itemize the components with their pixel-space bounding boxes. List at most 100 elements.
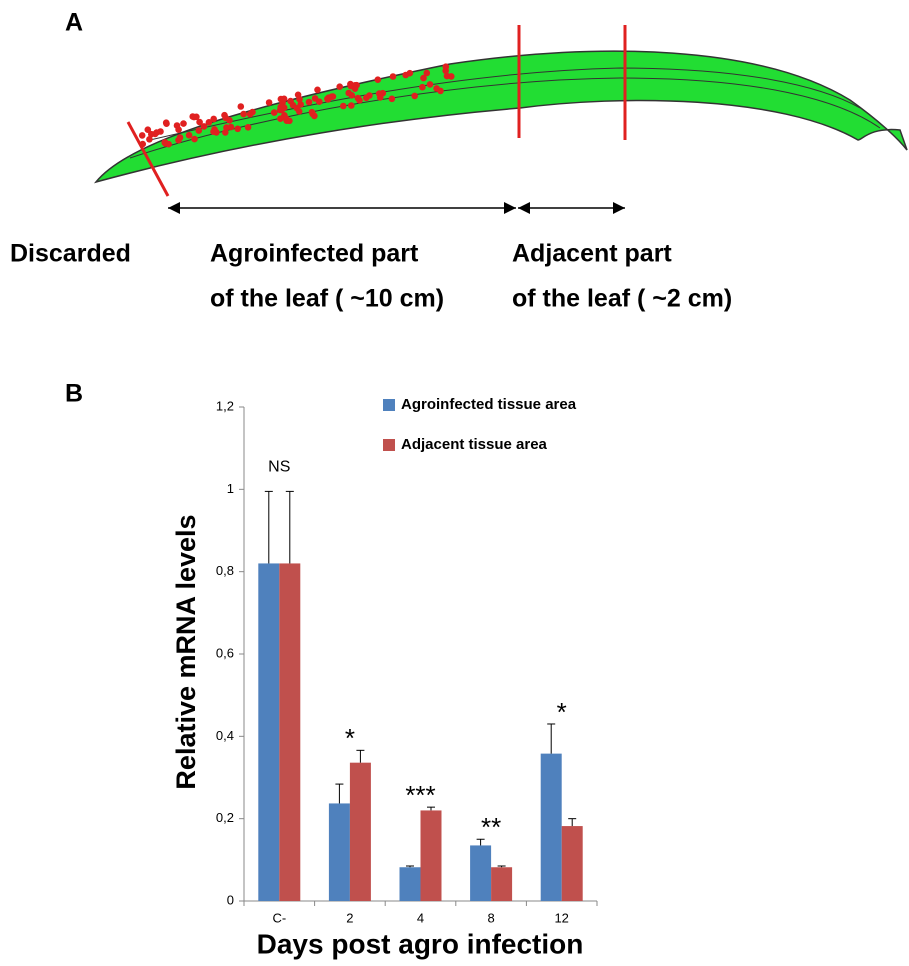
- legend-label: Adjacent tissue area: [401, 436, 548, 453]
- infection-dots: [138, 63, 455, 148]
- region-label: of the leaf ( ~2 cm): [512, 285, 732, 313]
- significance-label: *: [345, 723, 355, 753]
- legend-swatch: [383, 439, 395, 451]
- leaf: [93, 50, 908, 184]
- legend-label: Agroinfected tissue area: [401, 396, 577, 413]
- bar: [399, 867, 421, 901]
- infection-dot: [240, 110, 247, 118]
- infection-dot: [196, 118, 203, 126]
- infection-dot: [195, 127, 203, 134]
- infection-dot: [314, 86, 321, 94]
- significance-label: *: [557, 697, 567, 727]
- infection-dot: [419, 83, 426, 91]
- significance-label: NS: [268, 459, 290, 476]
- infection-dot: [311, 112, 318, 120]
- infection-dot: [353, 81, 360, 89]
- bar: [470, 845, 492, 901]
- bar: [258, 563, 280, 901]
- infection-dot: [161, 139, 168, 146]
- x-tick-label: 8: [487, 910, 494, 925]
- infection-dot: [366, 92, 373, 99]
- infection-dot: [328, 93, 336, 100]
- infection-dot: [348, 102, 355, 109]
- infection-dot: [289, 101, 297, 109]
- infection-dot: [442, 67, 450, 75]
- infection-dot: [222, 114, 229, 122]
- infection-dot: [246, 110, 254, 118]
- infection-dot: [210, 115, 217, 123]
- significance-label: **: [481, 812, 501, 842]
- infection-dot: [234, 125, 241, 133]
- infection-dot: [200, 123, 208, 130]
- infection-dot: [297, 101, 305, 108]
- x-tick-label: 2: [346, 910, 353, 925]
- infection-dot: [265, 99, 273, 106]
- y-tick-label: 0,2: [216, 810, 234, 825]
- region-label: Adjacent part: [512, 240, 672, 268]
- infection-dot: [402, 71, 410, 79]
- infection-dot: [175, 126, 182, 133]
- infection-dot: [211, 126, 218, 133]
- infection-dot: [205, 119, 213, 126]
- infection-dot: [175, 136, 182, 144]
- region-label: Agroinfected part: [210, 240, 419, 268]
- x-axis-label: Days post agro infection: [257, 928, 584, 959]
- infection-dot: [144, 126, 152, 133]
- x-tick-label: C-: [272, 910, 286, 925]
- infection-dot: [146, 136, 153, 143]
- infection-dot: [411, 92, 419, 100]
- infection-dot: [356, 97, 363, 104]
- y-axis-label: Relative mRNA levels: [171, 514, 201, 789]
- bar: [561, 826, 583, 901]
- y-tick-label: 0,4: [216, 728, 234, 743]
- infection-dot: [389, 73, 397, 80]
- panel-label: B: [65, 380, 83, 408]
- infection-dot: [163, 120, 170, 127]
- bar: [540, 753, 562, 901]
- significance-label: ***: [405, 780, 435, 810]
- legend-swatch: [383, 399, 395, 411]
- x-tick-label: 12: [554, 910, 568, 925]
- infection-dot: [189, 113, 196, 120]
- infection-dot: [277, 103, 285, 111]
- panel-label: A: [65, 9, 83, 37]
- infection-dot: [281, 112, 288, 119]
- infection-dot: [191, 135, 198, 143]
- bar: [420, 810, 442, 901]
- y-tick-label: 0,6: [216, 645, 234, 660]
- infection-dot: [244, 124, 252, 131]
- infection-dot: [270, 109, 278, 116]
- infection-dot: [138, 132, 146, 139]
- infection-dot: [426, 81, 434, 88]
- infection-dot: [237, 103, 245, 110]
- infection-dot: [345, 89, 353, 97]
- x-tick-label: 4: [417, 910, 424, 925]
- infection-dot: [374, 76, 382, 83]
- infection-dot: [376, 94, 384, 101]
- infection-dot: [222, 129, 229, 136]
- infection-dot: [336, 83, 344, 90]
- infection-dot: [185, 131, 193, 139]
- bar: [328, 803, 350, 901]
- bar: [491, 867, 513, 901]
- region-label: Discarded: [10, 240, 131, 268]
- y-tick-label: 0,8: [216, 563, 234, 578]
- cut-line: [126, 121, 170, 197]
- y-tick-label: 0: [227, 892, 234, 907]
- infection-dot: [305, 98, 313, 106]
- infection-dot: [420, 74, 427, 82]
- infection-dot: [153, 129, 160, 136]
- infection-dot: [340, 102, 347, 110]
- infection-dot: [443, 72, 451, 80]
- infection-dot: [294, 91, 302, 99]
- infection-dot: [311, 95, 319, 102]
- infection-dot: [388, 95, 396, 103]
- bar: [349, 762, 371, 901]
- infection-dot: [347, 82, 355, 90]
- infection-dot: [286, 117, 293, 125]
- infection-dot: [433, 85, 440, 92]
- leaf-vein: [149, 67, 861, 141]
- infection-dot: [277, 95, 285, 103]
